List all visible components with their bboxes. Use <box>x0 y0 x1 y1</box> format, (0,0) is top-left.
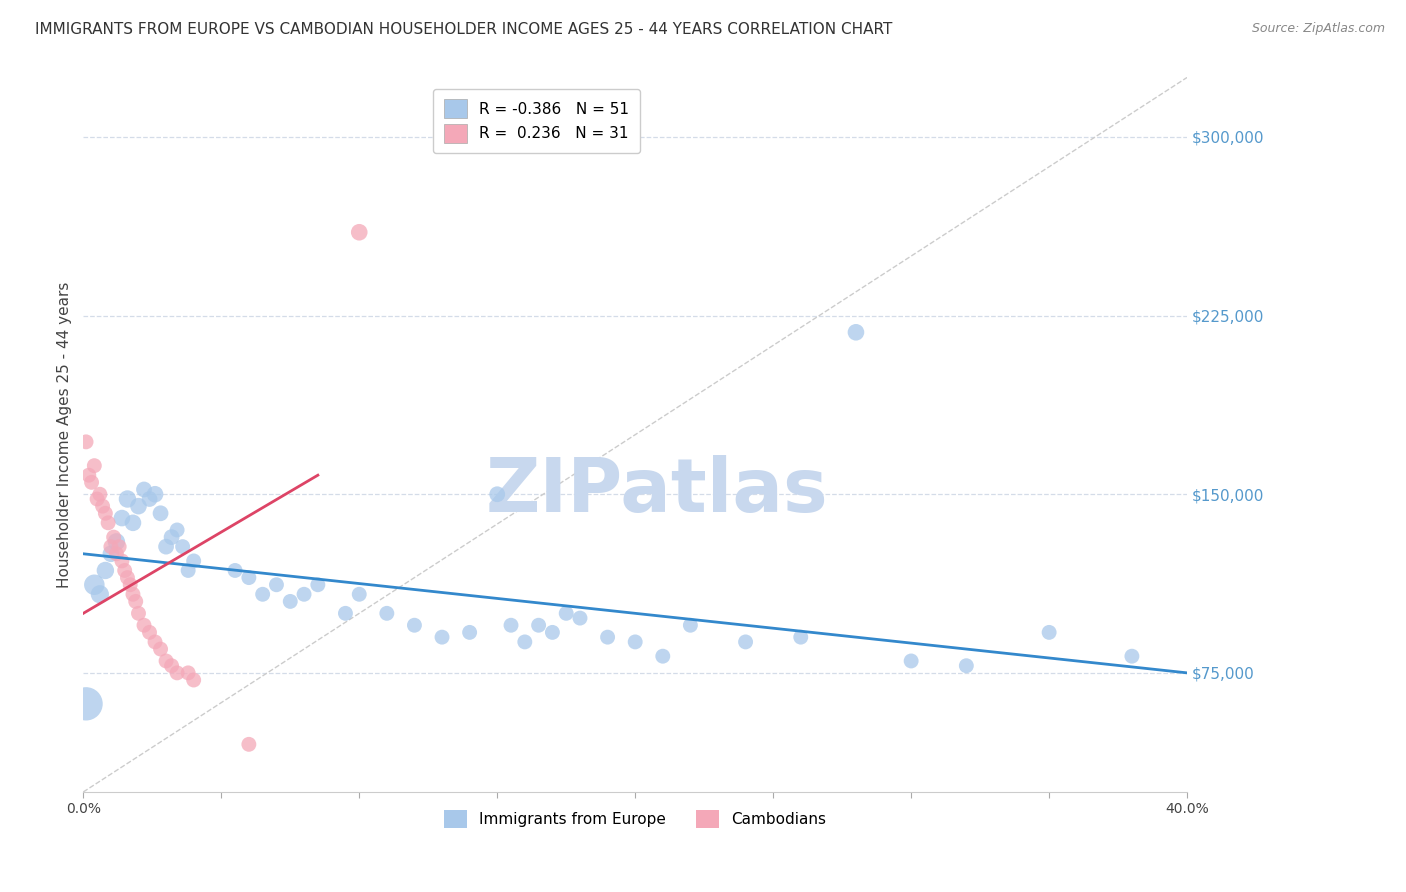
Point <box>138 491 160 506</box>
Point <box>86 491 108 506</box>
Point <box>83 458 105 473</box>
Point <box>335 607 357 621</box>
Point <box>108 540 131 554</box>
Point <box>278 594 301 608</box>
Point <box>172 540 194 554</box>
Point <box>955 658 977 673</box>
Point <box>138 625 160 640</box>
Point <box>166 523 188 537</box>
Point <box>527 618 550 632</box>
Point <box>1121 649 1143 664</box>
Point <box>100 547 122 561</box>
Point <box>77 468 100 483</box>
Point <box>89 587 111 601</box>
Point <box>177 564 200 578</box>
Point <box>541 625 564 640</box>
Point <box>143 487 166 501</box>
Point <box>111 554 134 568</box>
Point <box>292 587 315 601</box>
Point <box>349 587 371 601</box>
Point <box>103 530 125 544</box>
Point <box>114 564 136 578</box>
Point <box>125 594 148 608</box>
Point <box>75 434 97 449</box>
Point <box>149 506 172 520</box>
Point <box>513 635 536 649</box>
Point <box>555 607 578 621</box>
Point <box>80 475 103 490</box>
Point <box>155 540 177 554</box>
Text: IMMIGRANTS FROM EUROPE VS CAMBODIAN HOUSEHOLDER INCOME AGES 25 - 44 YEARS CORREL: IMMIGRANTS FROM EUROPE VS CAMBODIAN HOUS… <box>35 22 893 37</box>
Point <box>900 654 922 668</box>
Point <box>238 571 260 585</box>
Y-axis label: Householder Income Ages 25 - 44 years: Householder Income Ages 25 - 44 years <box>58 282 72 588</box>
Point <box>105 534 128 549</box>
Point <box>127 607 149 621</box>
Point <box>117 571 139 585</box>
Point <box>94 564 117 578</box>
Point <box>149 642 172 657</box>
Point <box>111 511 134 525</box>
Point <box>307 578 329 592</box>
Legend: Immigrants from Europe, Cambodians: Immigrants from Europe, Cambodians <box>437 804 832 834</box>
Point <box>224 564 246 578</box>
Point <box>94 506 117 520</box>
Point <box>486 487 509 501</box>
Text: Source: ZipAtlas.com: Source: ZipAtlas.com <box>1251 22 1385 36</box>
Point <box>679 618 702 632</box>
Point <box>143 635 166 649</box>
Point <box>430 630 453 644</box>
Point <box>89 487 111 501</box>
Point <box>155 654 177 668</box>
Point <box>122 587 145 601</box>
Point <box>790 630 813 644</box>
Point <box>100 540 122 554</box>
Point <box>127 499 149 513</box>
Point <box>120 578 142 592</box>
Point <box>596 630 619 644</box>
Point <box>458 625 481 640</box>
Point <box>132 483 155 497</box>
Point <box>1038 625 1060 640</box>
Point <box>183 554 205 568</box>
Point <box>97 516 120 530</box>
Text: ZIPatlas: ZIPatlas <box>486 455 828 528</box>
Point <box>117 491 139 506</box>
Point <box>651 649 673 664</box>
Point <box>160 658 183 673</box>
Point <box>132 618 155 632</box>
Point <box>166 665 188 680</box>
Point <box>349 225 371 239</box>
Point <box>404 618 426 632</box>
Point <box>252 587 274 601</box>
Point <box>177 665 200 680</box>
Point <box>160 530 183 544</box>
Point <box>375 607 398 621</box>
Point <box>122 516 145 530</box>
Point <box>624 635 647 649</box>
Point <box>105 547 128 561</box>
Point <box>83 578 105 592</box>
Point <box>91 499 114 513</box>
Point <box>569 611 592 625</box>
Point <box>734 635 756 649</box>
Point <box>183 673 205 687</box>
Point <box>75 697 97 711</box>
Point <box>238 737 260 751</box>
Point <box>266 578 288 592</box>
Point <box>845 326 868 340</box>
Point <box>499 618 522 632</box>
